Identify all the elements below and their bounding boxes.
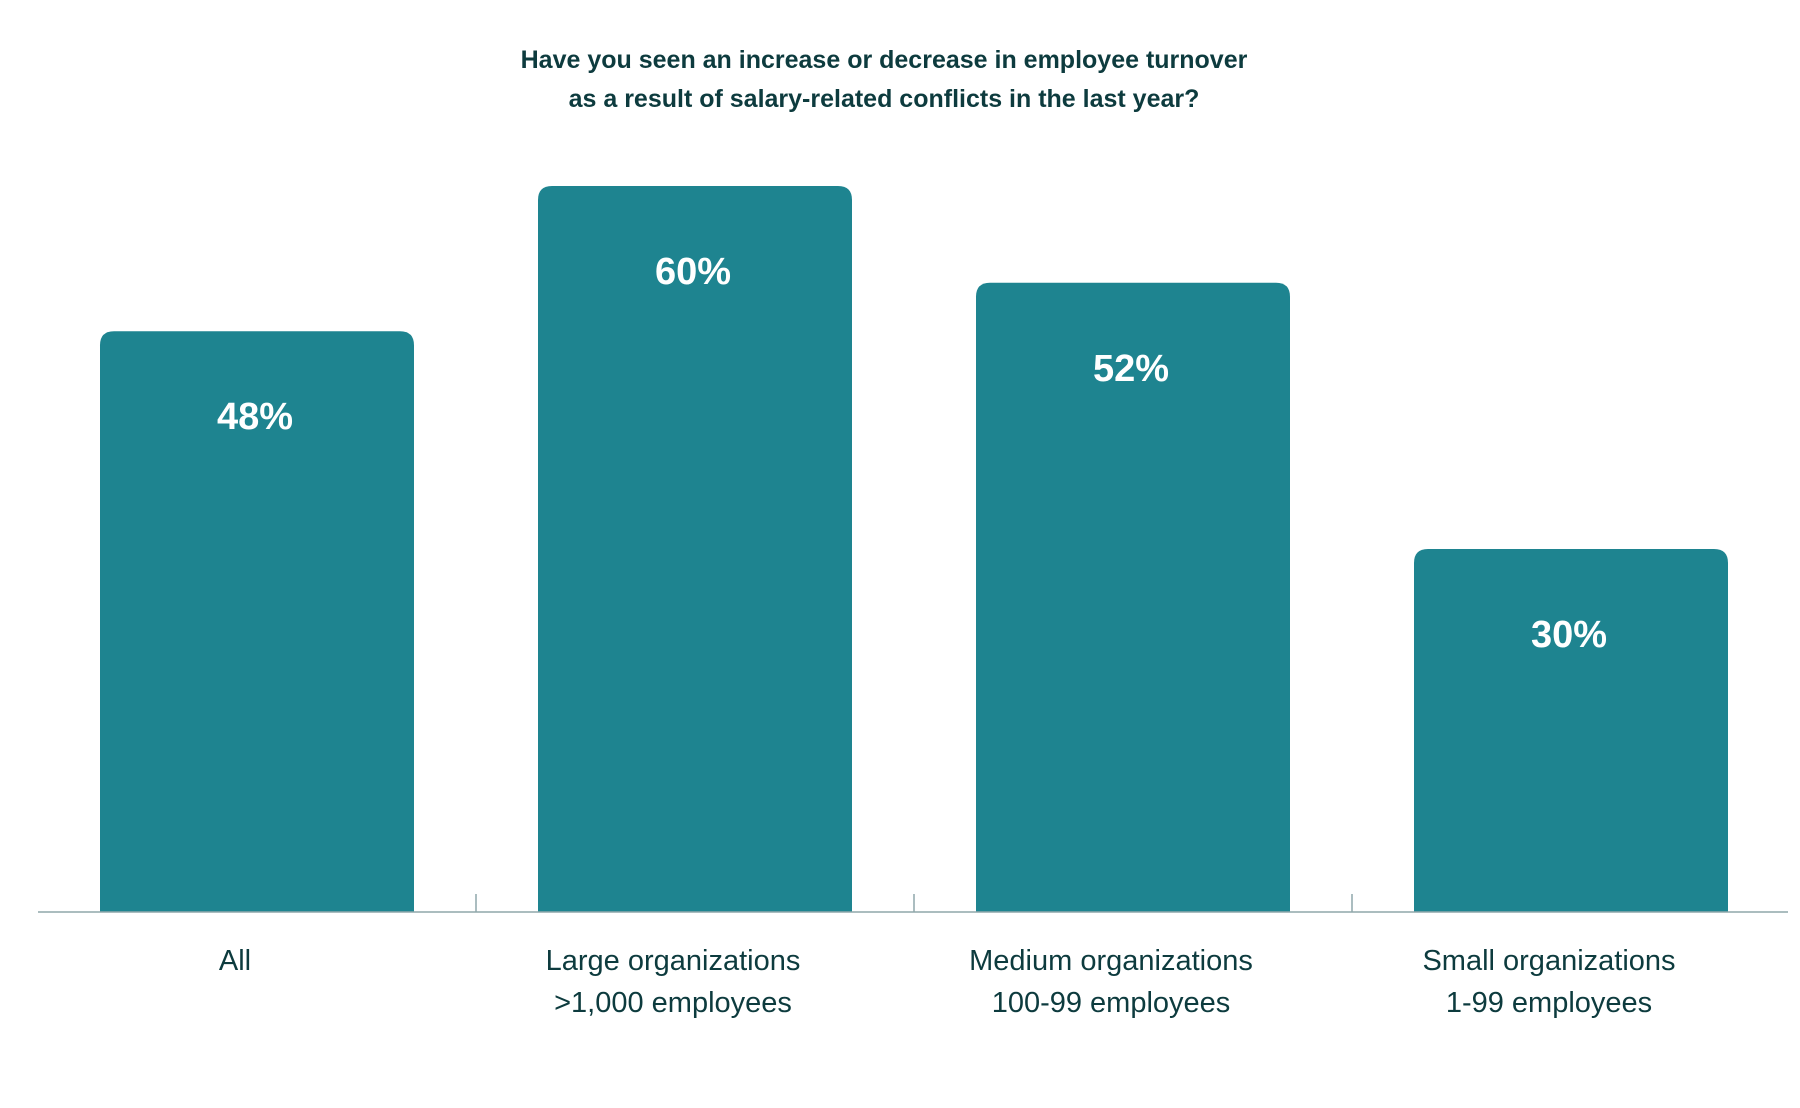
category-label: 100-99 employees [992,987,1231,1019]
bar [538,186,852,912]
bar [1414,549,1728,912]
category-label: >1,000 employees [554,987,792,1019]
category-labels: All Large organizations >1,000 employees Me… [219,945,1676,1019]
bar [976,282,1290,912]
bar-value-label: 48% [217,396,293,438]
bar-value-label: 30% [1531,614,1607,656]
category-label: Medium organizations [969,945,1253,977]
bar-value-label: 52% [1093,348,1169,390]
category-label: Large organizations [546,945,801,977]
bar-value-label: 60% [655,251,731,293]
bars: 48% 60% 52% 30% [100,186,1728,912]
category-label: All [219,945,251,977]
chart-title: Have you seen an increase or decrease in… [521,46,1248,113]
chart-title-line: as a result of salary-related conflicts … [569,85,1200,113]
bar [100,331,414,912]
chart-title-line: Have you seen an increase or decrease in… [521,46,1248,74]
category-label: Small organizations [1422,945,1675,977]
x-axis [38,894,1788,913]
category-label: 1-99 employees [1446,987,1652,1019]
